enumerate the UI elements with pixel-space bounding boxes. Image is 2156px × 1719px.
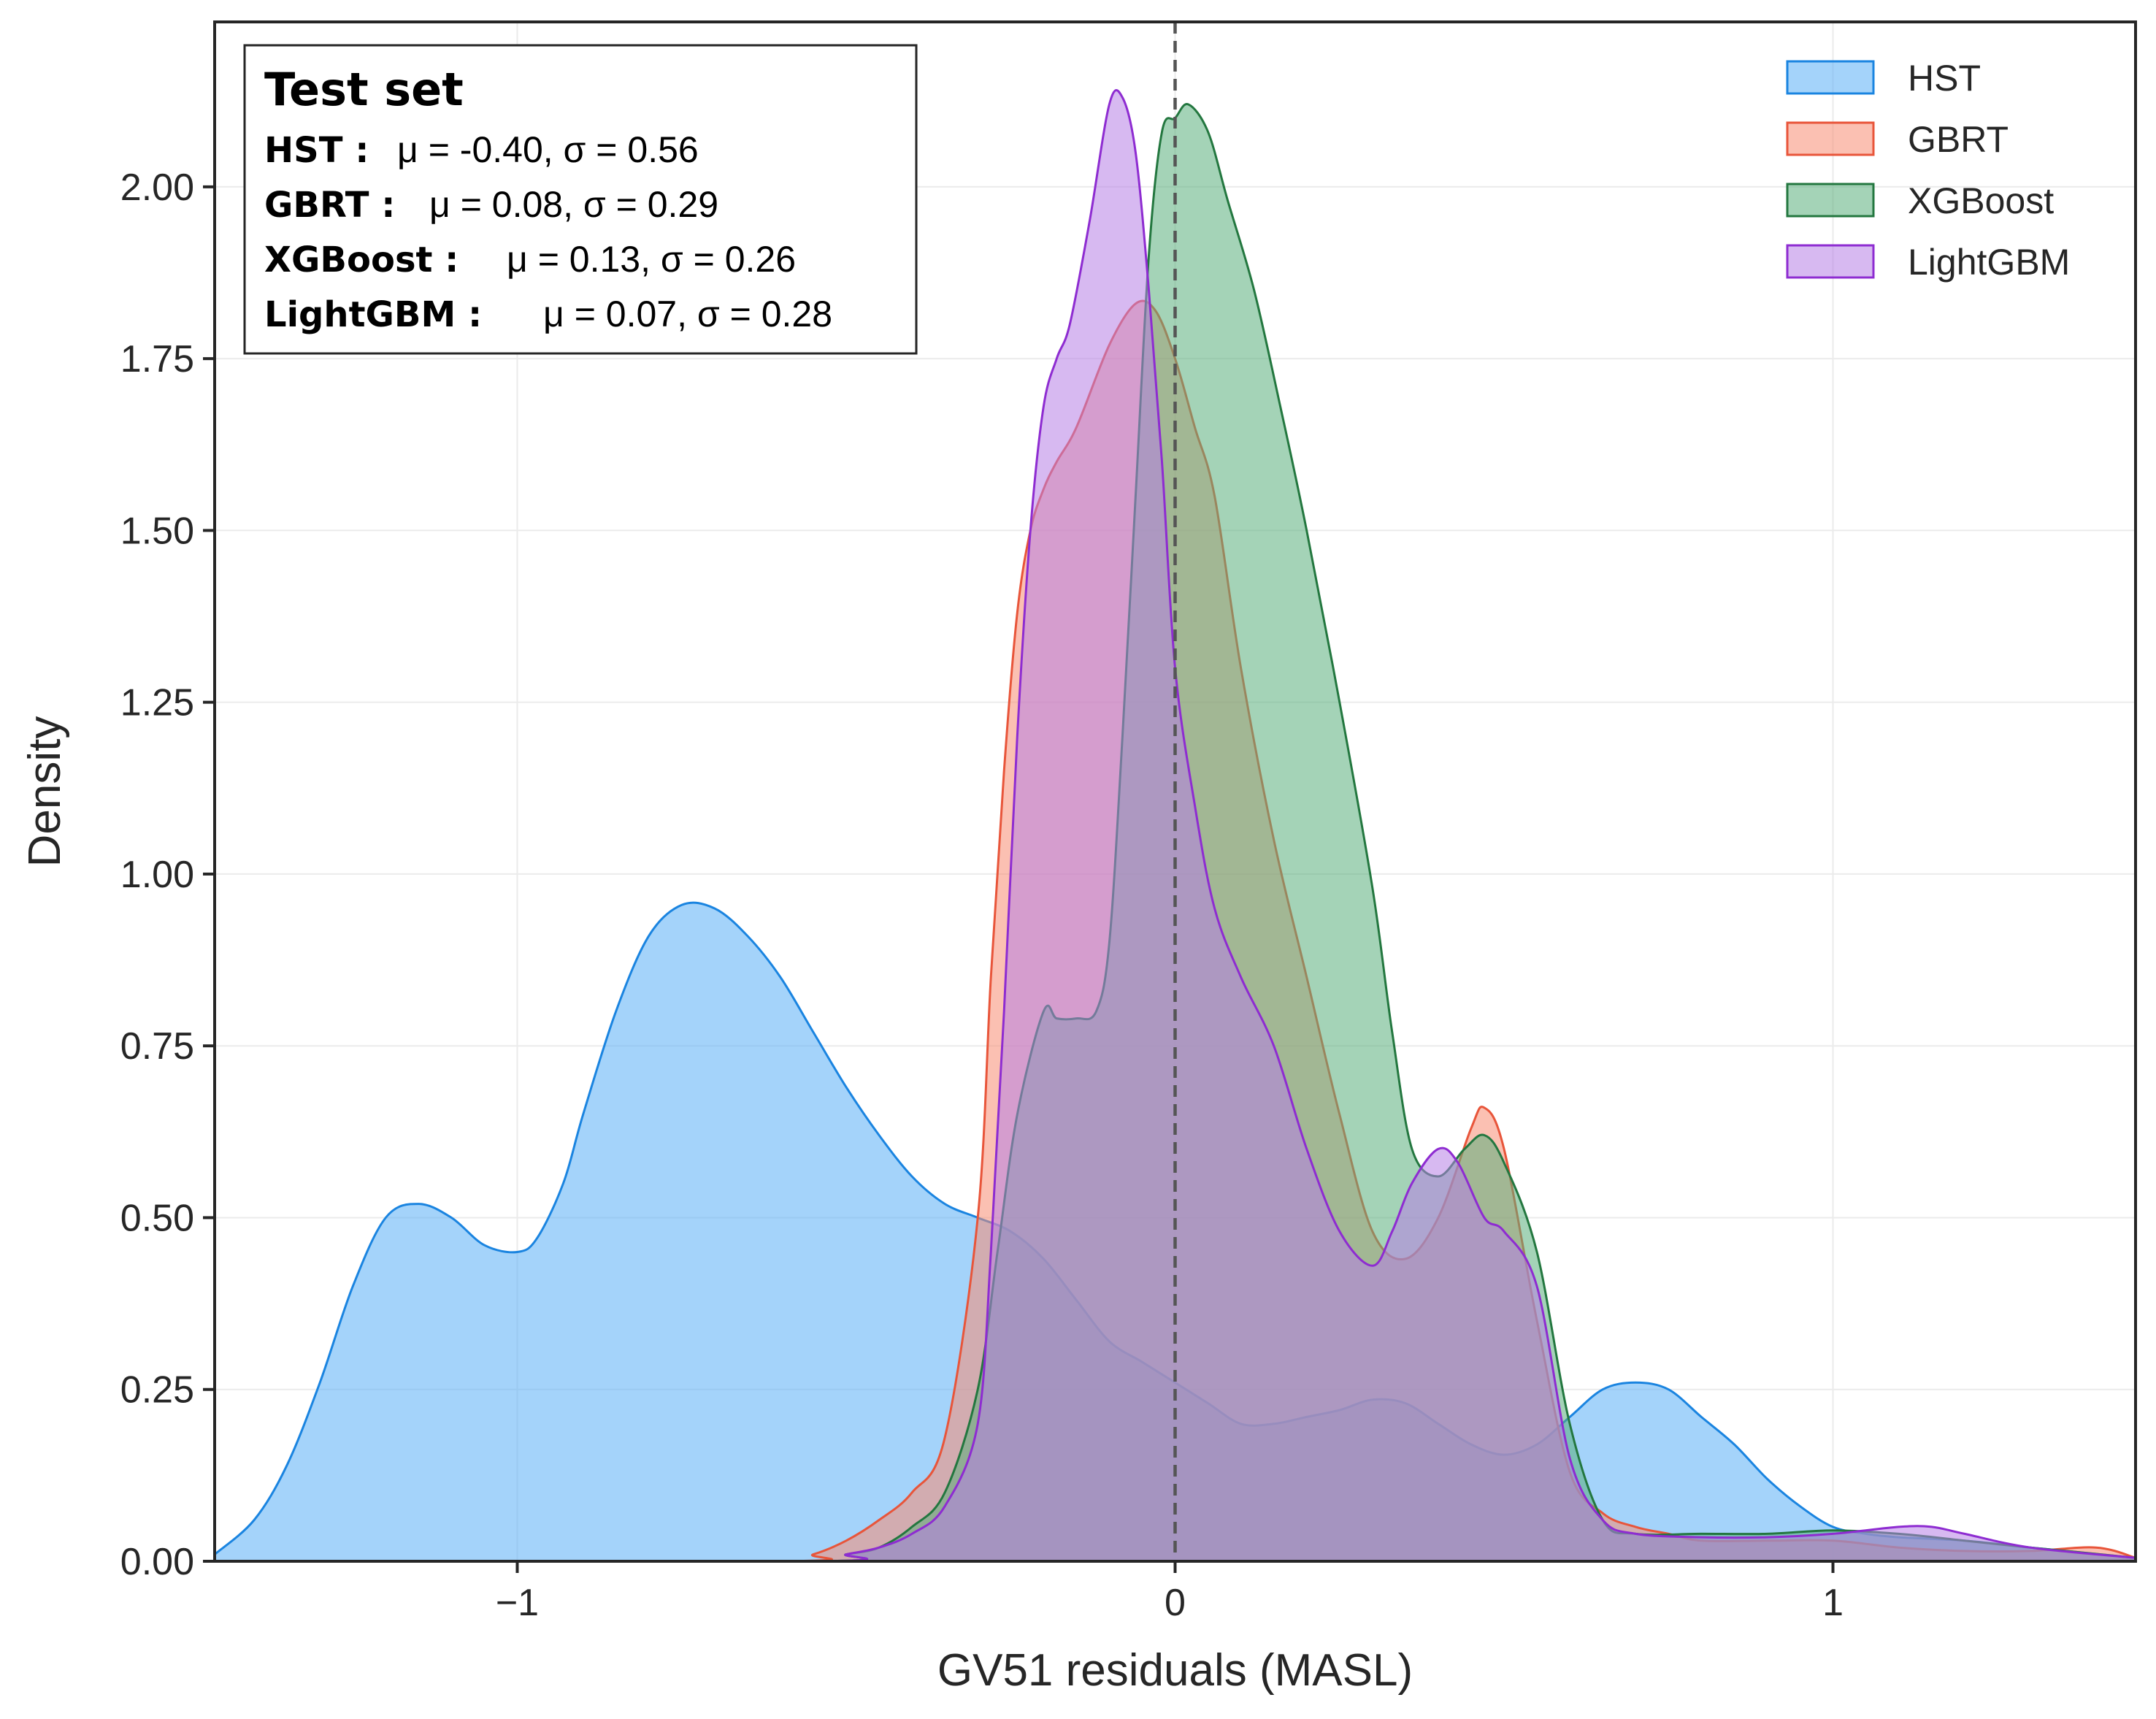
y-tick-label: 0.75 [120, 1025, 194, 1068]
x-tick-label: −1 [496, 1582, 539, 1624]
legend-label-hst: HST [1908, 58, 1981, 99]
y-tick-label: 2.00 [120, 166, 194, 209]
y-tick-label: 0.00 [120, 1541, 194, 1583]
x-tick-label: 1 [1822, 1582, 1844, 1624]
y-tick-label: 1.00 [120, 854, 194, 896]
y-tick-label: 1.50 [120, 510, 194, 552]
legend-swatch-xgboost [1786, 183, 1875, 218]
legend-label-xgboost: XGBoost [1908, 180, 2054, 221]
y-tick-label: 1.25 [120, 682, 194, 724]
stats-row-value: μ = 0.07, σ = 0.28 [543, 294, 832, 334]
x-tick-label: 0 [1165, 1582, 1186, 1624]
stats-row-name: GBRT : [264, 185, 395, 226]
stats-row-value: μ = -0.40, σ = 0.56 [397, 129, 699, 170]
stats-row-name: LightGBM : [264, 294, 482, 335]
series-line-lightgbm [215, 89, 2136, 1563]
y-tick-label: 0.25 [120, 1369, 194, 1412]
legend-label-lightgbm: LightGBM [1908, 242, 2070, 283]
legend: HST GBRT XGBoost LightGBM [1786, 58, 2070, 283]
legend-swatch-hst [1786, 60, 1875, 95]
stats-row-value: μ = 0.08, σ = 0.29 [429, 184, 718, 225]
series-area-hst [215, 903, 2136, 1561]
ticks-layer: −1 0 1 0.00 0.25 0.50 0.75 1.00 1.25 1.50 1.75 2.00 [120, 166, 1844, 1624]
stats-row-value: μ = 0.13, σ = 0.26 [507, 239, 796, 280]
legend-label-gbrt: GBRT [1908, 119, 2009, 160]
y-tick-label: 1.75 [120, 338, 194, 380]
legend-swatch-gbrt [1786, 121, 1875, 156]
stats-row-name: HST : [264, 130, 369, 171]
series-line-xgboost [215, 103, 2136, 1563]
stats-box-frame [243, 44, 918, 355]
legend-swatch-lightgbm [1786, 244, 1875, 279]
stats-row-name: XGBoost : [264, 240, 459, 280]
y-axis-label: Density [20, 716, 70, 868]
y-tick-label: 0.50 [120, 1197, 194, 1239]
x-axis-label: GV51 residuals (MASL) [937, 1645, 1413, 1696]
stats-box-title: Test set [264, 63, 464, 116]
